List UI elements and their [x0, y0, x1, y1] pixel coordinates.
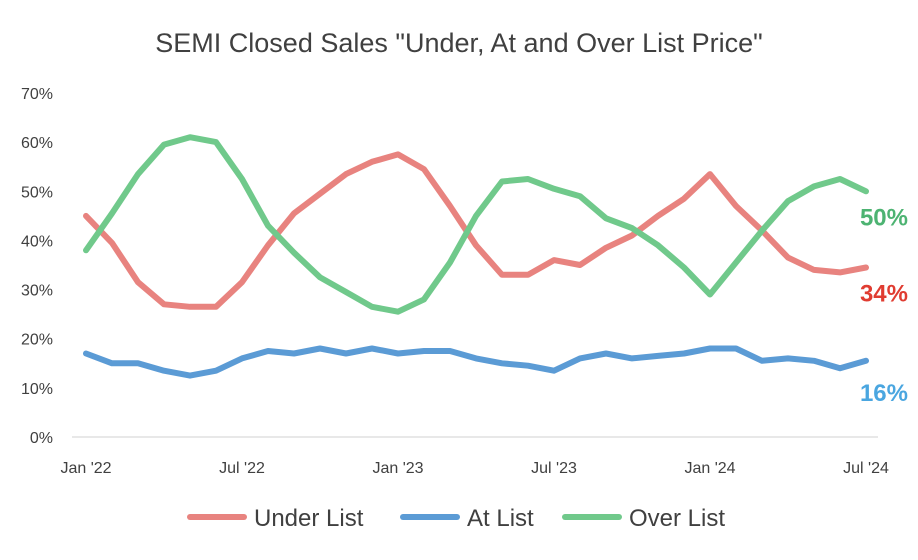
y-axis: 0% 10% 20% 30% 40% 50% 60% 70% — [21, 86, 53, 447]
y-tick-label: 30% — [21, 283, 53, 300]
legend-label: Under List — [254, 505, 364, 532]
series-line-over-list — [83, 134, 869, 315]
y-tick-label: 70% — [21, 86, 53, 103]
legend-label: At List — [467, 505, 534, 532]
y-tick-label: 50% — [21, 184, 53, 201]
end-label-at-list: 16% — [860, 380, 908, 407]
end-label-over-list: 50% — [860, 204, 908, 231]
x-tick-label: Jul '22 — [219, 460, 265, 477]
y-tick-label: 40% — [21, 233, 53, 250]
chart-title: SEMI Closed Sales "Under, At and Over Li… — [155, 28, 762, 58]
x-tick-label: Jan '23 — [372, 460, 423, 477]
y-tick-label: 0% — [30, 430, 53, 447]
x-tick-label: Jan '22 — [60, 460, 111, 477]
end-labels: 50% 34% 16% — [860, 204, 908, 407]
y-tick-label: 60% — [21, 135, 53, 152]
x-axis: Jan '22 Jul '22 Jan '23 Jul '23 Jan '24 Jul '… — [60, 436, 889, 477]
end-label-under-list: 34% — [860, 280, 908, 307]
y-tick-label: 20% — [21, 332, 53, 349]
y-tick-label: 10% — [21, 381, 53, 398]
x-tick-label: Jul '23 — [531, 460, 577, 477]
series-line-under-list — [83, 151, 869, 310]
legend: Under List At List Over List — [187, 505, 725, 532]
series-line-at-list — [83, 345, 869, 379]
plot-area — [83, 134, 869, 379]
legend-label: Over List — [629, 505, 725, 532]
x-tick-label: Jul '24 — [843, 460, 889, 477]
x-tick-label: Jan '24 — [684, 460, 735, 477]
